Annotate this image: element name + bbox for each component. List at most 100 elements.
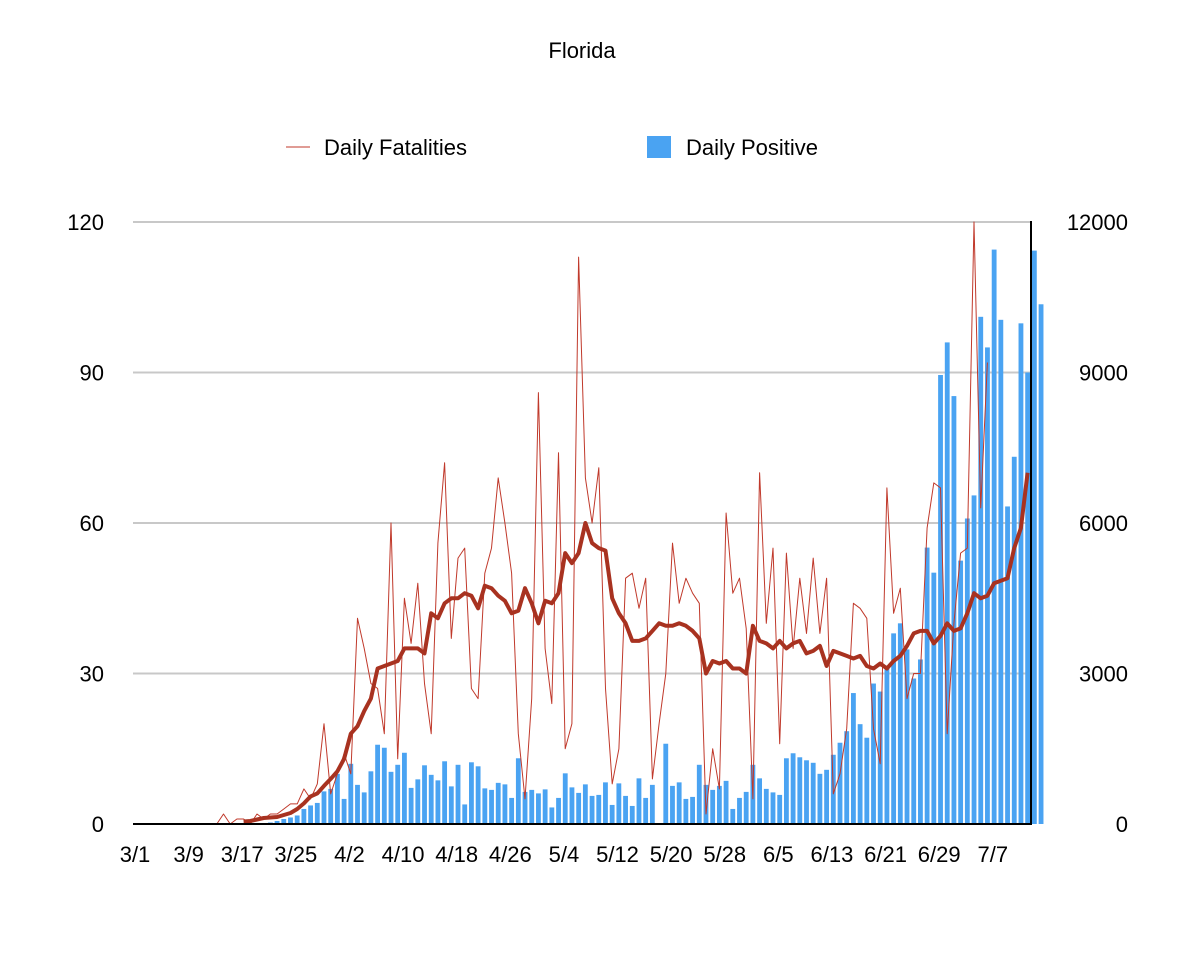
bar-daily-positive [536, 793, 541, 824]
bar-daily-positive [944, 342, 950, 824]
bar-daily-positive [884, 667, 890, 824]
bar-daily-positive [1018, 323, 1024, 824]
bar-daily-positive [931, 572, 937, 824]
y-right-tick-label: 0 [1116, 812, 1128, 837]
bar-daily-positive [576, 792, 582, 824]
legend-swatch-positive [647, 136, 671, 158]
bar-daily-positive [964, 518, 970, 824]
bar-daily-positive [850, 693, 856, 824]
chart-title: Florida [548, 38, 616, 63]
x-tick-label: 3/17 [221, 842, 264, 867]
y-left-tick-label: 0 [92, 812, 104, 837]
bar-daily-positive [911, 678, 917, 824]
bar-daily-positive [683, 798, 689, 824]
bar-daily-positive [763, 788, 769, 824]
bar-daily-positive [629, 805, 635, 824]
bar-daily-positive [603, 782, 608, 824]
bar-series-daily-positive [267, 249, 1044, 825]
bar-daily-positive [824, 769, 830, 824]
bar-daily-positive [1038, 304, 1044, 825]
bar-daily-positive [636, 778, 642, 824]
bar-daily-positive [495, 782, 501, 824]
tick-labels: 0 30 60 90 120 0 3000 6000 9000 12000 3/1 3/9 3/17 3/… [67, 210, 1128, 867]
bar-daily-positive [328, 788, 334, 824]
bar-daily-positive [442, 761, 448, 824]
bar-daily-positive [281, 818, 287, 824]
bar-daily-positive [582, 784, 588, 824]
bar-daily-positive [549, 807, 555, 824]
x-tick-label: 6/5 [763, 842, 794, 867]
bar-daily-positive [596, 794, 602, 824]
bar-daily-positive [395, 764, 401, 824]
line-fatalities-trend [243, 472, 1030, 824]
bar-daily-positive [777, 794, 783, 824]
bar-daily-positive [609, 804, 615, 824]
bar-daily-positive [710, 789, 716, 824]
bar-daily-positive [971, 495, 977, 824]
bar-daily-positive [569, 787, 575, 824]
bar-daily-positive [422, 765, 427, 824]
bar-daily-positive [475, 766, 481, 824]
bar-daily-positive [757, 778, 763, 824]
x-tick-label: 4/2 [334, 842, 365, 867]
x-tick-label: 4/18 [435, 842, 478, 867]
bar-daily-positive [670, 785, 675, 824]
x-tick-label: 5/12 [596, 842, 639, 867]
bar-daily-positive [361, 792, 367, 824]
bar-daily-positive [864, 737, 870, 824]
bar-daily-positive [1025, 372, 1031, 824]
x-tick-label: 4/26 [489, 842, 532, 867]
y-right-tick-label: 6000 [1079, 511, 1128, 536]
y-left-tick-label: 30 [80, 662, 104, 687]
bar-daily-positive [401, 752, 407, 824]
bar-daily-positive [797, 757, 803, 824]
axes [133, 221, 1032, 825]
x-tick-label: 7/7 [977, 842, 1008, 867]
bar-daily-positive [743, 791, 749, 824]
bar-daily-positive [341, 798, 347, 824]
bar-daily-positive [790, 753, 796, 824]
bar-daily-positive [381, 747, 387, 824]
x-tick-label: 5/28 [703, 842, 746, 867]
bar-daily-positive [489, 789, 494, 824]
bar-daily-positive [308, 805, 314, 824]
bar-daily-positive [368, 771, 374, 824]
bar-daily-positive [502, 784, 508, 824]
bar-daily-positive [783, 758, 789, 824]
y-right-tick-label: 12000 [1067, 210, 1128, 235]
bar-daily-positive [663, 743, 669, 824]
bar-daily-positive [770, 792, 776, 824]
bar-daily-positive [428, 774, 434, 824]
bar-daily-positive [294, 815, 300, 824]
bar-daily-positive [301, 808, 307, 824]
bar-daily-positive [985, 347, 990, 824]
bar-daily-positive [314, 802, 320, 824]
bar-daily-positive [837, 742, 843, 824]
bar-daily-positive [643, 797, 649, 824]
x-tick-label: 6/13 [811, 842, 854, 867]
bar-daily-positive [649, 784, 655, 824]
bar-daily-positive [804, 760, 809, 824]
x-tick-label: 6/21 [864, 842, 907, 867]
bar-daily-positive [522, 791, 528, 824]
y-left-tick-label: 90 [80, 361, 104, 386]
bar-daily-positive [348, 763, 354, 824]
bar-daily-positive [844, 731, 850, 824]
bar-daily-positive [375, 744, 381, 824]
x-tick-label: 6/29 [918, 842, 961, 867]
bar-daily-positive [891, 633, 897, 824]
bar-daily-positive [737, 797, 742, 824]
y-right-tick-label: 9000 [1079, 361, 1128, 386]
y-left-tick-label: 120 [67, 210, 104, 235]
bar-daily-positive [515, 758, 521, 824]
bar-daily-positive [334, 773, 340, 824]
bar-daily-positive [857, 724, 863, 824]
bar-daily-positive [676, 782, 682, 824]
bar-daily-positive [274, 820, 280, 824]
bar-daily-positive [435, 780, 441, 824]
bar-daily-positive [1011, 456, 1017, 824]
bar-daily-positive [730, 808, 736, 824]
bar-daily-positive [462, 804, 468, 824]
bar-daily-positive [623, 795, 628, 824]
